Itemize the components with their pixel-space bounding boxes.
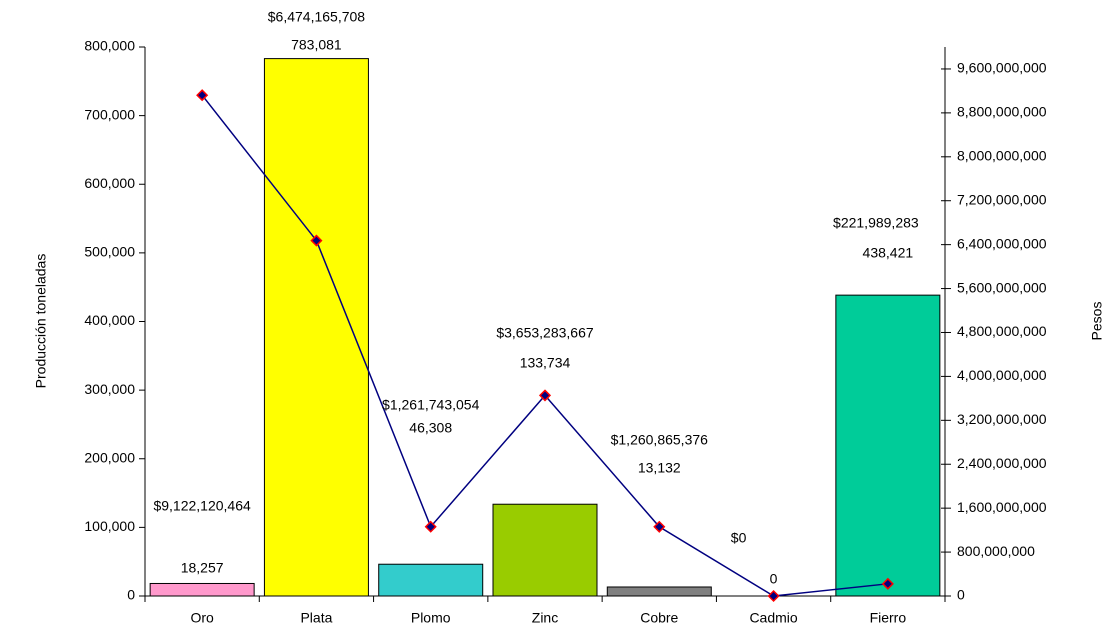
x-tick-label: Cadmio [749, 610, 797, 626]
bar-value-label: 438,421 [863, 245, 914, 261]
y2-tick-label: 8,800,000,000 [957, 104, 1047, 120]
line-marker [310, 234, 323, 247]
line-marker [538, 389, 552, 402]
y2-tick-label: 9,600,000,000 [957, 60, 1047, 76]
line-value-label: $3,653,283,667 [496, 325, 594, 341]
y2-tick-label: 3,200,000,000 [957, 411, 1047, 427]
line-marker [653, 520, 666, 533]
y2-axis-label: Pesos [1089, 302, 1105, 341]
y2-tick-label: 4,000,000,000 [957, 367, 1047, 383]
bar [378, 563, 484, 597]
line-value-label: $6,474,165,708 [268, 9, 366, 25]
y-tick-label: 800,000 [84, 38, 135, 54]
line-value-label: $1,261,743,054 [382, 397, 480, 413]
bar [835, 294, 941, 597]
y-tick-label: 400,000 [84, 312, 135, 328]
y2-tick-label: 800,000,000 [957, 543, 1035, 559]
y2-tick-label: 5,600,000,000 [957, 279, 1047, 295]
x-tick-label: Zinc [532, 610, 558, 626]
x-tick-label: Oro [190, 610, 214, 626]
y2-tick-label: 4,800,000,000 [957, 323, 1047, 339]
line-value-label: $0 [731, 530, 747, 546]
y2-tick-label: 0 [957, 587, 965, 603]
x-tick-label: Plata [300, 610, 332, 626]
y-tick-label: 600,000 [84, 175, 135, 191]
y2-tick-label: 1,600,000,000 [957, 499, 1047, 515]
x-tick-label: Cobre [640, 610, 678, 626]
bar [263, 58, 369, 597]
bar [149, 582, 255, 597]
line-value-label: $1,260,865,376 [611, 432, 709, 448]
line-marker [424, 520, 437, 533]
bar-value-label: 13,132 [638, 460, 681, 476]
x-tick-label: Plomo [411, 610, 451, 626]
bar [492, 503, 598, 597]
bar-value-label: 0 [770, 571, 778, 587]
y2-tick-label: 2,400,000,000 [957, 455, 1047, 471]
y-tick-label: 700,000 [84, 106, 135, 122]
line-value-label: $221,989,283 [833, 215, 919, 231]
bar-value-label: 783,081 [291, 37, 342, 53]
bar-value-label: 133,734 [520, 355, 571, 371]
y2-tick-label: 8,000,000,000 [957, 148, 1047, 164]
line-marker [881, 577, 894, 590]
bar [606, 586, 712, 597]
y-tick-label: 200,000 [84, 449, 135, 465]
y2-tick-label: 6,400,000,000 [957, 235, 1047, 251]
y-tick-label: 0 [127, 587, 135, 603]
x-tick-label: Fierro [870, 610, 907, 626]
line-marker [196, 89, 209, 102]
line-marker [767, 589, 780, 603]
bar-value-label: 18,257 [181, 560, 224, 576]
y2-tick-label: 7,200,000,000 [957, 191, 1047, 207]
bar-value-label: 46,308 [409, 420, 452, 436]
y-tick-label: 100,000 [84, 518, 135, 534]
y-tick-label: 300,000 [84, 381, 135, 397]
line-value-label: $9,122,120,464 [153, 498, 251, 514]
y-axis-label: Producción toneladas [33, 254, 49, 389]
y-tick-label: 500,000 [84, 244, 135, 260]
